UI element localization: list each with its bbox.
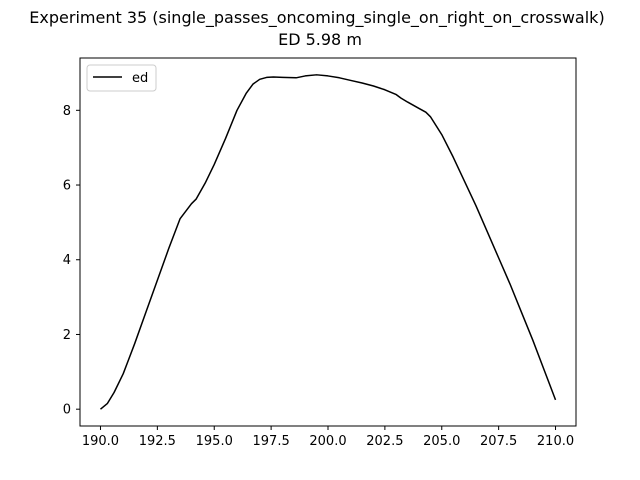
x-tick-label: 207.5 bbox=[480, 434, 517, 449]
chart-title: Experiment 35 (single_passes_oncoming_si… bbox=[29, 8, 604, 28]
y-tick-label: 6 bbox=[63, 179, 71, 194]
legend-box bbox=[86, 64, 157, 92]
y-tick-label: 8 bbox=[63, 104, 71, 119]
y-axis: 0 2 4 6 8 bbox=[63, 104, 80, 418]
legend: ed bbox=[86, 64, 157, 92]
series-layer bbox=[100, 74, 557, 410]
legend-label-ed: ed bbox=[132, 71, 148, 86]
x-tick-label: 205.0 bbox=[423, 434, 460, 449]
x-tick-label: 200.0 bbox=[309, 434, 346, 449]
plot-area bbox=[79, 57, 577, 427]
series-line-ed bbox=[100, 74, 557, 410]
chart-subtitle: ED 5.98 m bbox=[278, 30, 362, 49]
x-tick-label: 197.5 bbox=[253, 434, 290, 449]
y-tick-label: 0 bbox=[63, 403, 71, 418]
x-tick-label: 195.0 bbox=[196, 434, 233, 449]
x-tick-label: 192.5 bbox=[139, 434, 176, 449]
x-tick-label: 202.5 bbox=[366, 434, 403, 449]
x-tick-label: 190.0 bbox=[82, 434, 119, 449]
x-axis: 190.0 192.5 195.0 197.5 200.0 202.5 205.0 207.5… bbox=[82, 426, 574, 449]
y-tick-label: 4 bbox=[63, 253, 71, 268]
x-tick-label: 210.0 bbox=[537, 434, 574, 449]
y-tick-label: 2 bbox=[63, 328, 71, 343]
